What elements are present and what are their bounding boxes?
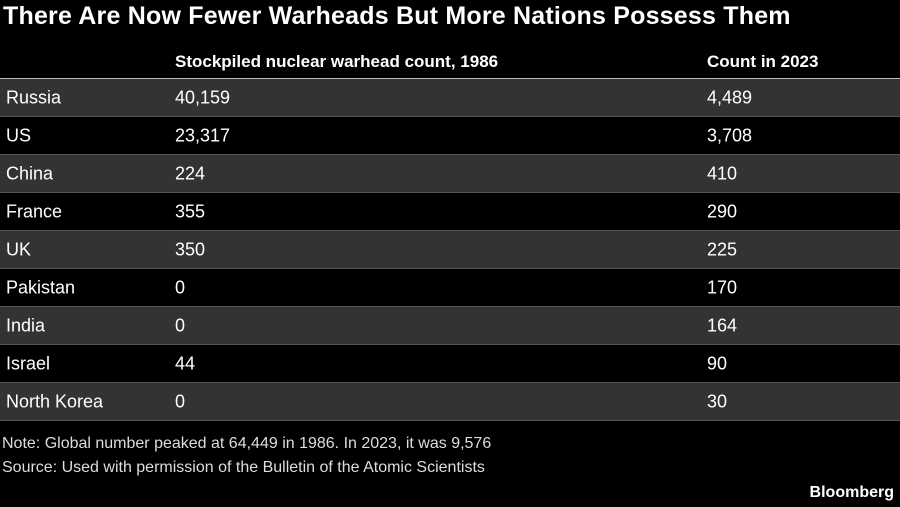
column-header: Stockpiled nuclear warhead count, 1986 bbox=[175, 52, 499, 71]
country: India bbox=[6, 315, 46, 335]
count: 410 bbox=[707, 163, 738, 183]
column-header: Count in 2023 bbox=[707, 52, 819, 71]
country: China bbox=[6, 163, 54, 183]
count: 0 bbox=[175, 315, 186, 335]
count: 170 bbox=[707, 277, 738, 297]
table-row: North Korea 0 30 bbox=[0, 383, 900, 421]
title: There Are Now Fewer Warheads But More Na… bbox=[3, 2, 791, 30]
table: Stockpiled nuclear warhead count, 1986 Co… bbox=[0, 46, 900, 421]
table-row: Russia 40,159 4,489 bbox=[0, 79, 900, 117]
count: 290 bbox=[707, 201, 738, 221]
table-row: Pakistan 0 170 bbox=[0, 269, 900, 307]
count: 355 bbox=[175, 201, 206, 221]
count: 164 bbox=[707, 315, 738, 335]
count: 224 bbox=[175, 163, 206, 183]
country: Israel bbox=[6, 353, 51, 373]
count: 4,489 bbox=[707, 87, 753, 107]
count: 0 bbox=[175, 391, 186, 411]
brand: Bloomberg bbox=[809, 484, 894, 501]
country: Russia bbox=[6, 87, 62, 107]
table-row: US 23,317 3,708 bbox=[0, 117, 900, 155]
source: Source: Used with permission of the Bull… bbox=[2, 459, 485, 476]
table-row: France 355 290 bbox=[0, 193, 900, 231]
count: 40,159 bbox=[175, 87, 231, 107]
header-row: Stockpiled nuclear warhead count, 1986 Co… bbox=[0, 46, 900, 79]
table-row: India 0 164 bbox=[0, 307, 900, 345]
count: 0 bbox=[175, 277, 186, 297]
note: Note: Global number peaked at 64,449 in … bbox=[2, 435, 492, 452]
country: North Korea bbox=[6, 391, 104, 411]
table-row: Israel 44 90 bbox=[0, 345, 900, 383]
country: Pakistan bbox=[6, 277, 76, 297]
count: 3,708 bbox=[707, 125, 753, 145]
country: US bbox=[6, 125, 32, 145]
table-row: UK 350 225 bbox=[0, 231, 900, 269]
table-row: China 224 410 bbox=[0, 155, 900, 193]
count: 225 bbox=[707, 239, 738, 259]
count: 23,317 bbox=[175, 125, 231, 145]
country: France bbox=[6, 201, 63, 221]
country: UK bbox=[6, 239, 32, 259]
count: 44 bbox=[175, 353, 196, 373]
count: 90 bbox=[707, 353, 728, 373]
count: 30 bbox=[707, 391, 728, 411]
count: 350 bbox=[175, 239, 206, 259]
